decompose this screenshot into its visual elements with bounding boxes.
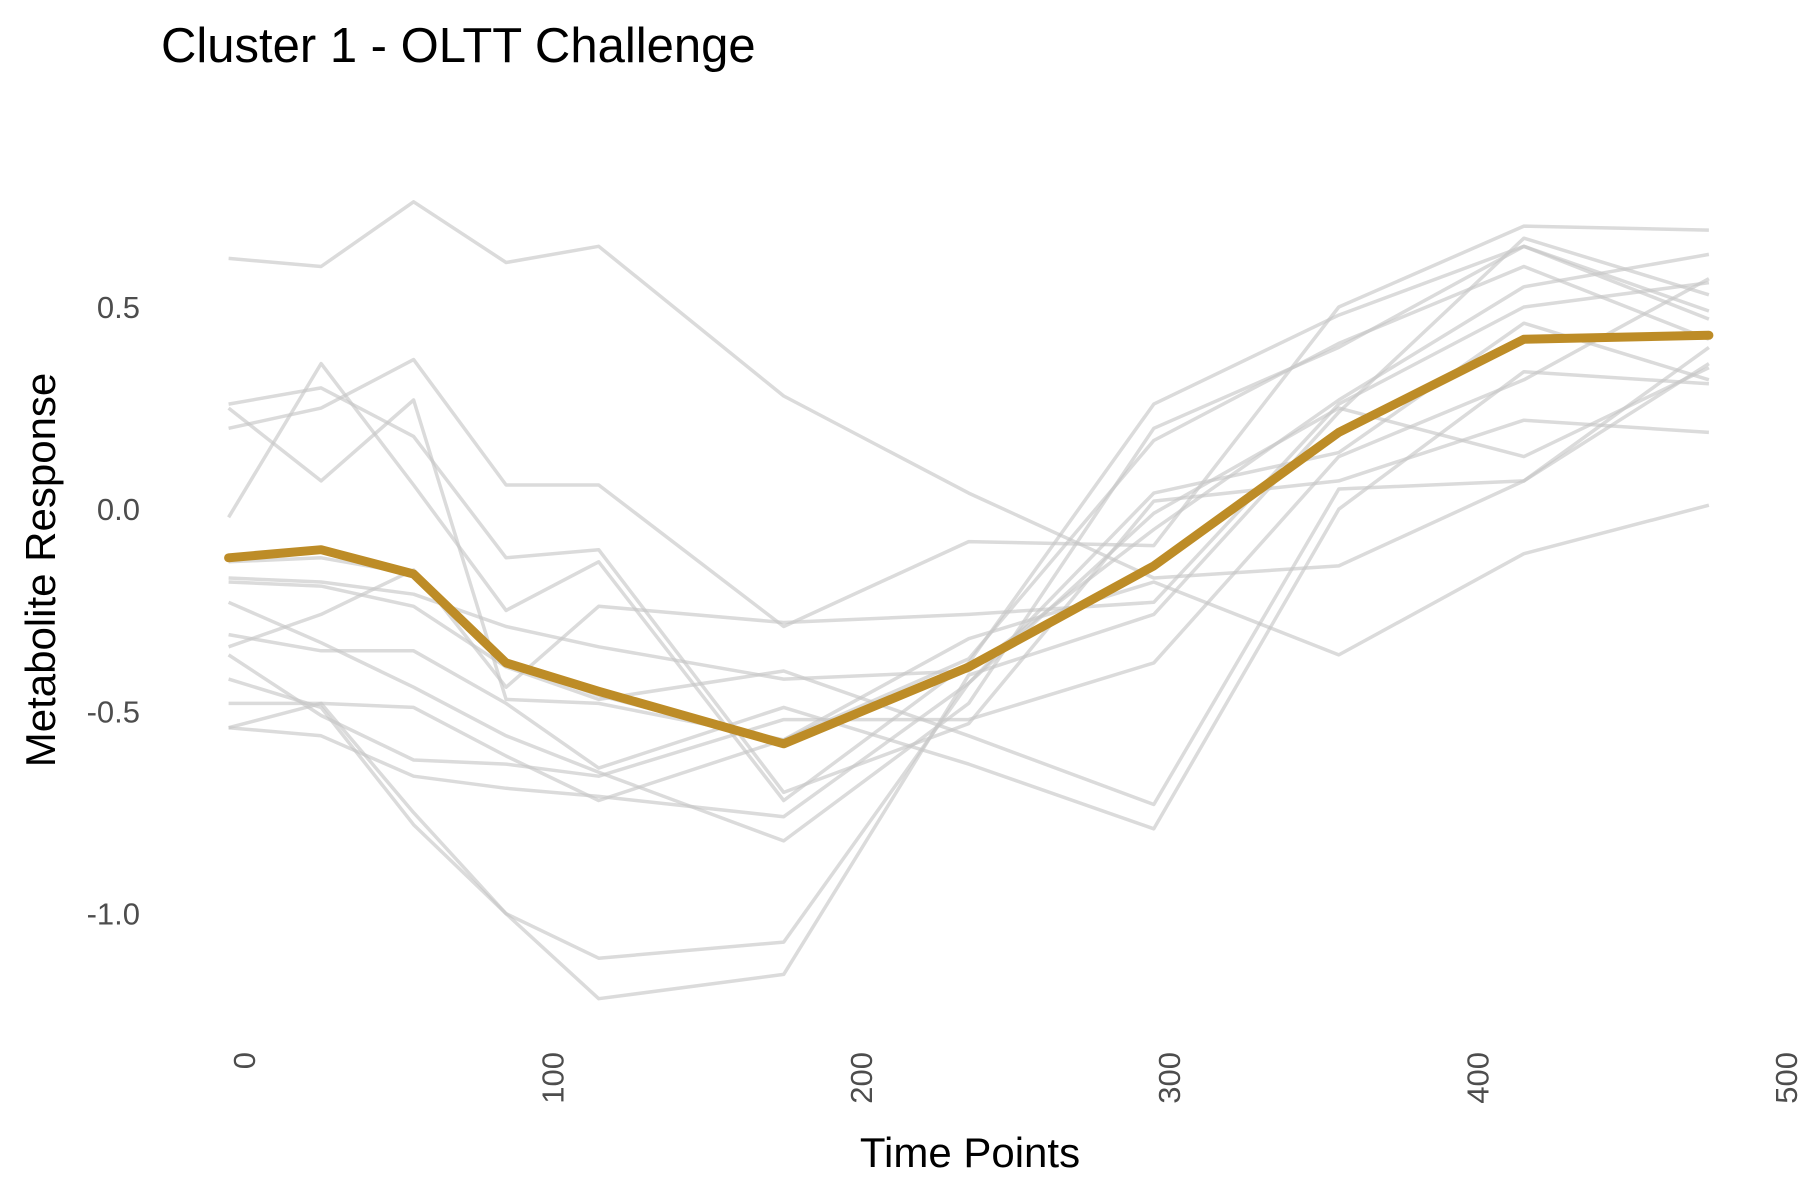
series-line-11 bbox=[228, 280, 1710, 689]
x-axis-label: Time Points bbox=[860, 1129, 1080, 1176]
series-line-15 bbox=[228, 366, 1710, 819]
series-line-2 bbox=[228, 386, 1710, 795]
x-axis-ticks: 0 100 200 300 400 500 bbox=[227, 1052, 1800, 1104]
series-line-4 bbox=[227, 244, 1710, 803]
y-axis-label: Metabolite Response bbox=[17, 373, 64, 768]
series-line-9 bbox=[227, 244, 1710, 843]
x-tick-label: 300 bbox=[1152, 1052, 1187, 1104]
series-line-8 bbox=[228, 345, 1710, 807]
series-line-3 bbox=[228, 224, 1709, 629]
y-tick-label: -1.0 bbox=[87, 897, 140, 932]
x-tick-label: 100 bbox=[535, 1052, 570, 1104]
y-tick-label: -0.5 bbox=[87, 695, 140, 730]
y-tick-label: 0.0 bbox=[97, 492, 140, 527]
chart-title: Cluster 1 - OLTT Challenge bbox=[161, 19, 756, 73]
x-tick-label: 500 bbox=[1769, 1052, 1800, 1104]
series-line-7 bbox=[228, 252, 1710, 681]
x-tick-label: 0 bbox=[227, 1052, 262, 1069]
series-line-1 bbox=[228, 200, 1710, 580]
series-line-13 bbox=[228, 321, 1710, 960]
plot-lines bbox=[224, 200, 1714, 1001]
series-line-14 bbox=[228, 236, 1710, 1001]
mean-series-line bbox=[224, 330, 1714, 749]
y-axis-ticks: -1.0 -0.5 0.0 0.5 bbox=[87, 290, 140, 932]
x-tick-label: 200 bbox=[844, 1052, 879, 1104]
x-tick-label: 400 bbox=[1461, 1052, 1496, 1104]
series-line-12 bbox=[227, 277, 1710, 778]
series-line-10 bbox=[228, 369, 1710, 831]
series-line-16 bbox=[228, 503, 1710, 803]
y-tick-label: 0.5 bbox=[97, 290, 140, 325]
